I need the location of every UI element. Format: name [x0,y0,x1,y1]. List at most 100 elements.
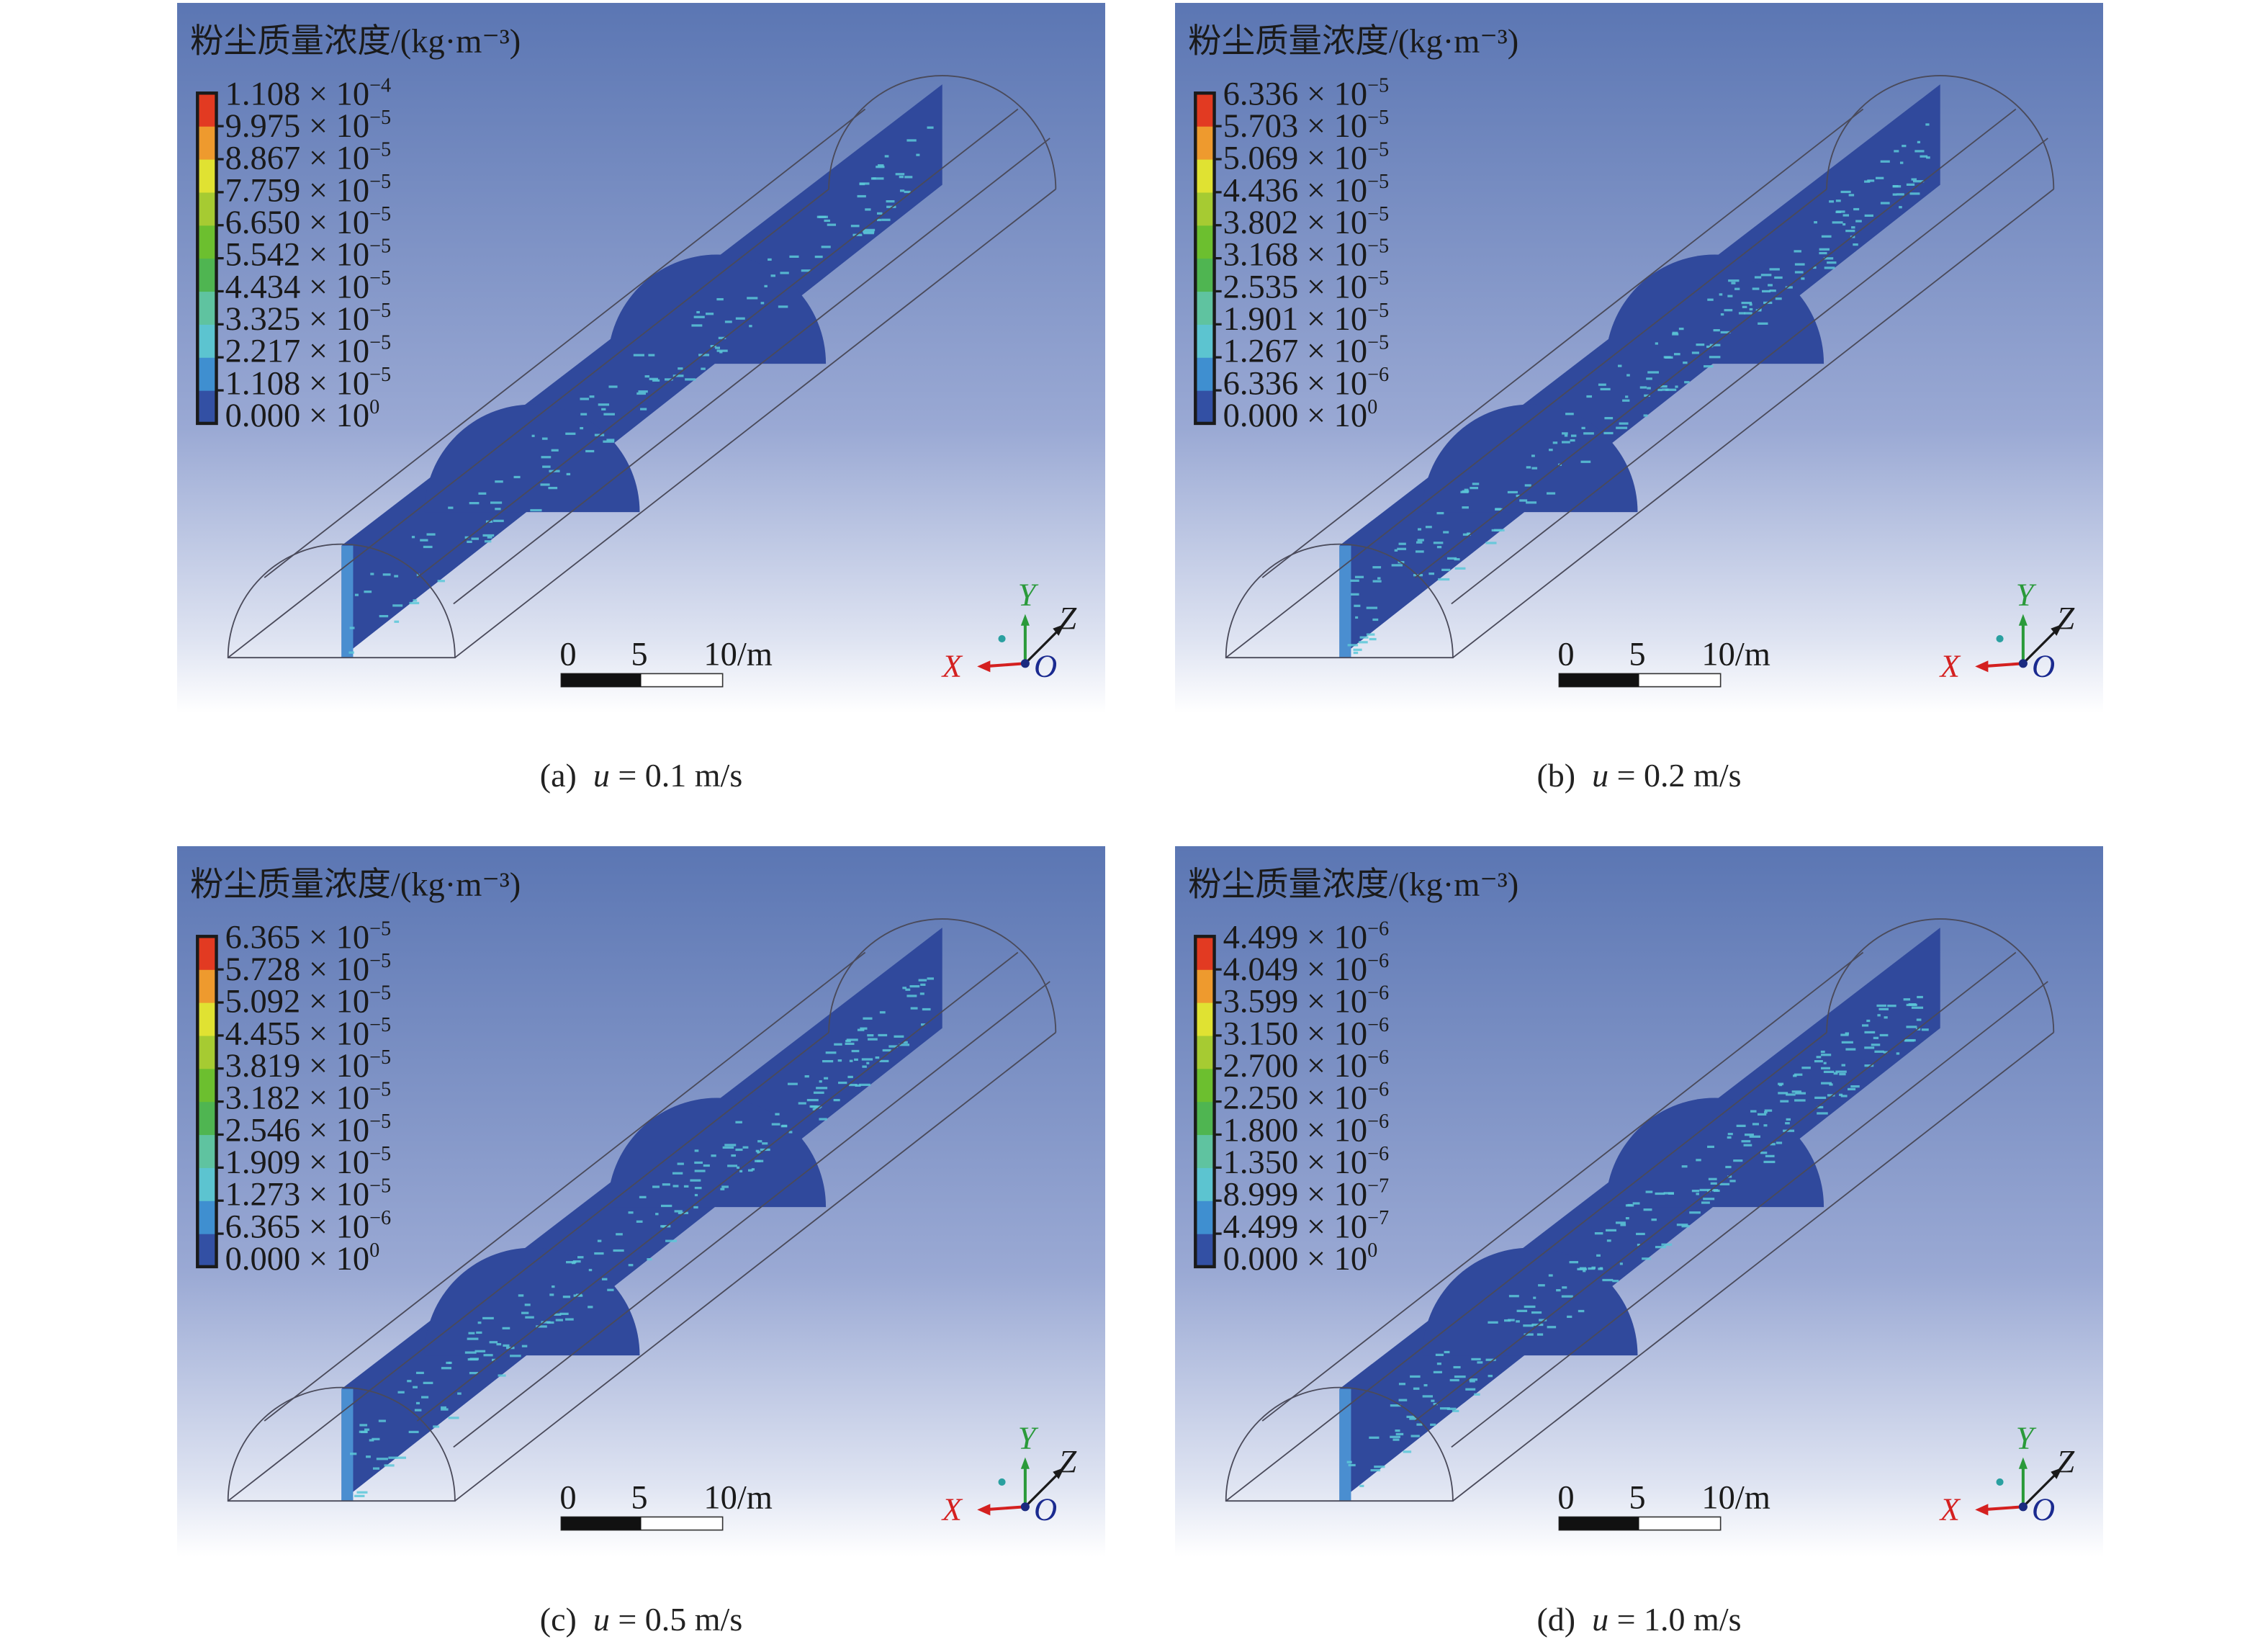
dust-speckle [413,1386,418,1388]
dust-speckle [1410,1375,1421,1378]
dust-speckle [1567,1315,1572,1319]
dust-speckle [1531,454,1535,457]
dust-speckle [665,1239,677,1242]
dust-speckle [1645,1190,1653,1193]
dust-speckle [382,573,391,576]
dust-speckle [356,1491,368,1494]
dust-speckle [731,1154,737,1157]
dust-speckle [1720,331,1731,334]
dust-speckle [1833,1072,1838,1075]
times-ten: × 10 [1298,237,1367,274]
slice-plane [1339,84,1940,658]
dust-speckle [1524,484,1531,487]
dust-speckle [464,536,469,539]
dust-speckle [851,1049,860,1053]
dust-speckle [1909,192,1920,195]
dust-speckle [857,1028,865,1031]
dust-speckle [384,1464,395,1467]
dust-speckle [927,977,934,980]
dust-speckle [1691,351,1699,354]
dust-speckle [693,315,705,318]
colorbar-segment [197,1068,217,1103]
dust-speckle [899,189,905,192]
dust-speckle [1871,1044,1881,1046]
dust-speckle [834,1043,842,1046]
dust-speckle [859,182,865,186]
z-axis-arrow [2022,1471,2059,1508]
dust-speckle [1606,1229,1616,1232]
dust-speckle [628,1264,634,1267]
dust-speckle [906,995,917,997]
dust-speckle [1899,161,1904,164]
dust-speckle [1864,214,1873,217]
dust-speckle [1467,532,1471,535]
legend-title: 粉尘质量浓度/(kg·m⁻³) [1188,867,1518,904]
dust-speckle [1469,1378,1478,1381]
dust-speckle [531,434,535,437]
dust-speckle [1720,313,1724,316]
colorbar-segment [1195,357,1215,391]
dust-speckle [638,390,648,393]
dust-speckle [860,1027,868,1030]
dust-speckle [1914,150,1925,153]
colorbar-tick-label: 1.901 × 10−5 [1223,300,1390,338]
dust-speckle [644,375,650,378]
dust-speckle [1762,290,1770,293]
colorbar-tick-label: 3.819 × 10−5 [225,1046,392,1085]
dust-speckle [1366,606,1378,609]
dust-speckle [1699,1188,1711,1192]
dust-speckle [735,317,745,320]
colorbar-tick-label: 1.350 × 10−6 [1223,1143,1390,1181]
dust-speckle [1626,374,1630,377]
dust-speckle [1887,1005,1896,1008]
times-ten: × 10 [300,1208,369,1245]
colorbar-tick-label: 3.182 × 10−5 [225,1079,392,1117]
dust-speckle [1439,1407,1450,1410]
dust-speckle [722,1146,734,1149]
dust-speckle [409,601,420,605]
caption-variable: u [1592,757,1609,794]
dust-speckle [478,492,487,495]
dust-speckle [1819,248,1830,251]
x-axis-label: X [1939,647,1961,683]
dust-speckle [857,194,866,198]
dust-speckle [877,218,882,222]
caption-label: (c) [539,1601,577,1638]
dust-speckle [426,533,436,536]
dust-speckle [819,1080,822,1083]
times-ten: × 10 [1298,172,1367,209]
dust-speckle [861,1058,873,1061]
dust-speckle [775,1113,780,1116]
colorbar-tick-label: 5.092 × 10−5 [225,982,392,1020]
dust-speckle [474,1350,486,1352]
dust-speckle [359,1424,368,1427]
dust-speckle [433,1425,440,1428]
dust-speckle [388,1456,397,1459]
dust-speckle [1821,1067,1830,1069]
axis-triad: YZ X O [1939,576,2076,683]
dust-speckle [1848,194,1855,197]
dust-speckle [855,1084,861,1087]
times-ten: × 10 [1298,301,1367,338]
dust-speckle [441,1408,449,1411]
dust-speckle [415,1401,420,1405]
times-ten: × 10 [300,108,369,145]
dust-speckle [863,232,874,235]
dust-speckle [916,153,920,156]
dust-speckle [824,1077,829,1080]
colorbar-segment [1195,225,1215,259]
dust-speckle [565,432,576,435]
dust-speckle [1488,1321,1498,1324]
colorbar-segment [1195,1201,1215,1234]
dust-speckle [927,126,934,129]
dust-speckle [1410,1435,1420,1437]
dust-speckle [1801,277,1805,280]
dust-speckle [1398,1399,1408,1401]
scale-bar: 0 5 10/m [559,1479,773,1531]
panel-caption: (b) u = 0.2 m/s [1175,756,2103,794]
colorbar-tick-label: 0.000 × 100 [225,1239,380,1278]
dust-speckle [685,378,696,381]
dust-speckle [1485,1358,1496,1361]
dust-speckle [812,1108,816,1110]
dust-speckle [467,1337,479,1340]
